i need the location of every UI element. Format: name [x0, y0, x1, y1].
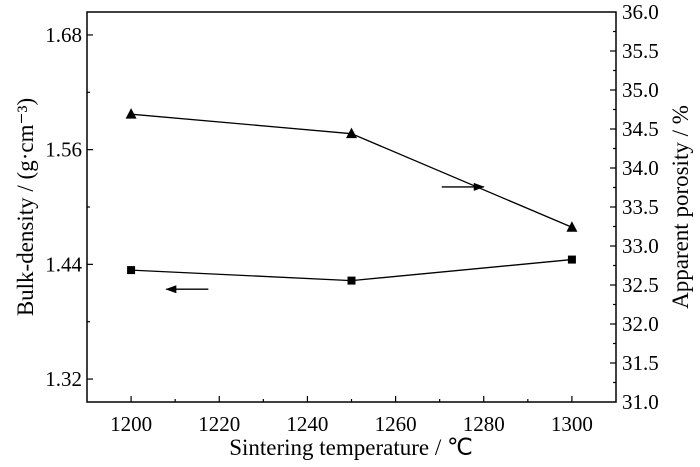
y-left-tick-label: 1.68 — [45, 23, 82, 47]
y-left-tick-label: 1.32 — [45, 367, 82, 391]
y-axis-left-title: Bulk-density / (g·cm⁻³) — [13, 98, 38, 316]
x-tick-label: 1280 — [463, 412, 505, 436]
triangle-marker — [346, 127, 357, 139]
x-tick-label: 1240 — [286, 412, 328, 436]
square-marker — [347, 276, 356, 285]
y-right-tick-label: 31.5 — [622, 351, 659, 375]
y-right-tick-label: 34.0 — [622, 156, 659, 180]
triangle-marker — [125, 108, 137, 119]
series-layer — [125, 108, 578, 285]
arrow-left-head — [165, 285, 177, 294]
x-tick-label: 1220 — [198, 412, 240, 436]
x-axis-title: Sintering temperature / ℃ — [229, 435, 473, 460]
x-tick-label: 1300 — [551, 412, 593, 436]
y-left-tick-label: 1.44 — [45, 252, 82, 276]
square-marker — [127, 266, 136, 275]
y-right-tick-label: 32.0 — [622, 312, 659, 336]
ticks-layer: 1200 1220 1240 1260 1280 1300 1.32 1.44 1.56 1.68… — [45, 0, 659, 436]
x-tick-label: 1260 — [375, 412, 417, 436]
y-right-tick-label: 35.0 — [622, 78, 659, 102]
y-right-tick-label: 33.0 — [622, 234, 659, 258]
arrow-right-head — [473, 182, 485, 191]
y-axis-right-title: Apparent porosity / % — [668, 105, 693, 309]
y-right-tick-label: 31.0 — [622, 390, 659, 414]
triangle-marker — [566, 221, 578, 232]
y-right-tick-label: 32.5 — [622, 273, 659, 297]
y-right-tick-label: 33.5 — [622, 195, 659, 219]
annotation-layer — [165, 182, 485, 294]
y-right-tick-label: 34.5 — [622, 117, 659, 141]
square-marker — [567, 255, 576, 264]
plot-frame — [86, 11, 617, 403]
x-tick-label: 1200 — [110, 412, 152, 436]
y-right-tick-label: 36.0 — [622, 0, 659, 24]
y-right-tick-label: 35.5 — [622, 39, 659, 63]
y-left-tick-label: 1.56 — [45, 138, 82, 162]
